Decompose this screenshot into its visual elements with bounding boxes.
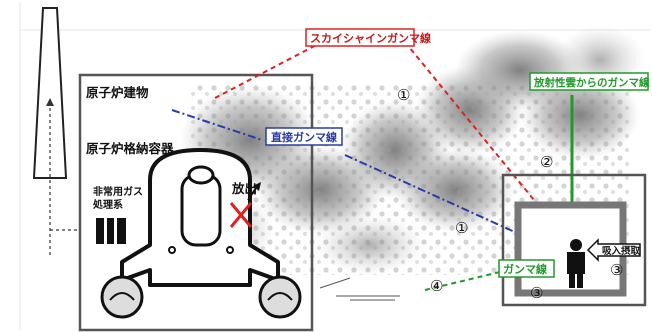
reactor-building-label: 原子炉建物 [86,85,149,100]
gamma-ray-label: ガンマ線 [503,262,547,276]
gas-duct-line [50,229,81,232]
marker-3-right: ③ [610,261,623,279]
inhalation-arrow [586,238,641,262]
cloud-gamma-label-box [529,72,649,91]
marker-1-mid: ① [455,219,468,237]
release-mark [229,182,261,228]
marker-3-bottom: ③ [530,284,543,302]
marker-2: ② [540,153,553,171]
reactor-building-outline [78,73,314,332]
containment-vessel-label: 原子炉格納容器 [86,141,174,156]
person-icon [567,239,585,288]
exhaust-stack [32,7,68,255]
marker-1-top: ① [397,86,410,104]
skyshine-label-box [305,28,415,47]
containment-vessel [100,148,302,319]
skyshine-label: スカイシャインガンマ線 [310,31,431,45]
gamma-label-box [498,259,555,278]
emergency-gas-label-2: 処理系 [92,198,123,211]
emergency-gas-label-1: 非常用ガス [93,185,143,198]
marker-4: ④ [430,277,443,295]
direct-gamma-label-box [265,127,343,146]
ground-lines [319,277,400,301]
cloud-gamma-label: 放射性雲からのガンマ線 [533,76,650,89]
direct-gamma-label: 直接ガンマ線 [271,130,337,144]
release-label: 放出 [231,181,257,196]
emergency-gas-system [96,218,126,244]
inhalation-label: 吸入摂取 [602,245,641,257]
